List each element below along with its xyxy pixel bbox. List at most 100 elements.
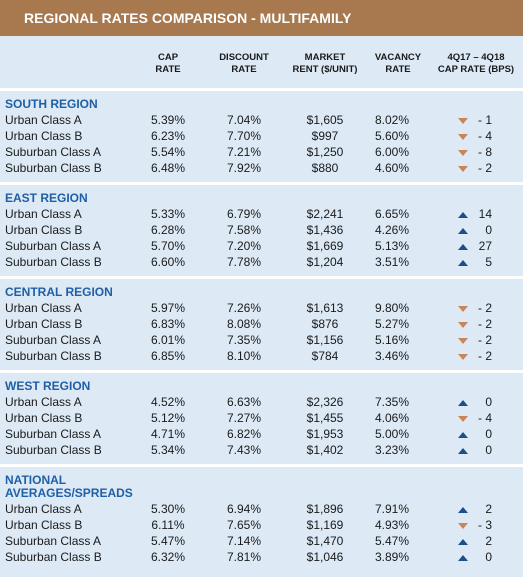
cell: 6.01% <box>150 333 186 347</box>
arrow-up <box>458 539 468 545</box>
cell: 3.89% <box>374 550 410 564</box>
cell: 5.47% <box>150 534 186 548</box>
cell: 5.47% <box>374 534 410 548</box>
cell: $2,241 <box>306 207 344 221</box>
row-label: Urban Class A <box>5 395 82 409</box>
cell: 7.26% <box>226 301 262 315</box>
row-label: Suburban Class A <box>5 534 102 548</box>
cell: 5.97% <box>150 301 186 315</box>
arrow-shape <box>458 338 468 344</box>
cell: $1,156 <box>306 333 344 347</box>
cell: 5.00% <box>374 427 410 441</box>
cell: 4.60% <box>374 161 410 175</box>
cell: 6.32% <box>150 550 186 564</box>
cell: $1,436 <box>306 223 344 237</box>
cell: 5.12% <box>150 411 186 425</box>
cell: 7.35% <box>226 333 262 347</box>
row-label: Suburban Class A <box>5 145 102 159</box>
cap-rate-change: 2 <box>485 534 492 548</box>
cell: $1,613 <box>306 301 344 315</box>
section-header: NATIONAL AVERAGES/SPREADS <box>5 473 133 500</box>
section-header: WEST REGION <box>5 379 91 393</box>
row-label: Suburban Class B <box>5 349 102 363</box>
arrow-shape <box>458 228 468 234</box>
cell: 5.13% <box>374 239 410 253</box>
cell: 5.39% <box>150 113 186 127</box>
cell: $880 <box>311 161 339 175</box>
cell: 7.81% <box>226 550 262 564</box>
cell: 4.93% <box>374 518 410 532</box>
arrow-up <box>458 244 468 250</box>
cap-rate-change: 0 <box>485 223 492 237</box>
cap-rate-change: - 8 <box>477 145 492 159</box>
arrow-up <box>458 400 468 406</box>
arrow-shape <box>458 306 468 312</box>
separator <box>0 370 523 373</box>
cell: 5.27% <box>374 317 410 331</box>
cell: $997 <box>311 129 339 143</box>
arrow-shape <box>458 134 468 140</box>
arrow-down <box>458 306 468 312</box>
cell: $2,326 <box>306 395 344 409</box>
row-label: Urban Class B <box>5 129 83 143</box>
cell: 5.16% <box>374 333 410 347</box>
cap-rate-change: - 4 <box>477 129 492 143</box>
cell: 6.94% <box>226 502 262 516</box>
cell: 7.21% <box>226 145 262 159</box>
cell: 6.11% <box>151 518 185 532</box>
separator <box>0 182 523 185</box>
cell: 4.26% <box>374 223 410 237</box>
cell: 7.65% <box>226 518 262 532</box>
arrow-down <box>458 322 468 328</box>
arrow-up <box>458 212 468 218</box>
arrow-shape <box>458 166 468 172</box>
row-label: Urban Class B <box>5 317 83 331</box>
arrow-shape <box>458 118 468 124</box>
cell: 6.63% <box>226 395 262 409</box>
column-header: MARKET RENT ($/UNIT) <box>292 52 358 75</box>
arrow-shape <box>458 354 468 360</box>
arrow-down <box>458 134 468 140</box>
cap-rate-change: 5 <box>485 255 492 269</box>
arrow-shape <box>458 244 468 250</box>
cell: $1,455 <box>306 411 344 425</box>
arrow-shape <box>458 150 468 156</box>
column-header: VACANCY RATE <box>374 52 422 75</box>
cell: 8.10% <box>226 349 262 363</box>
arrow-up <box>458 448 468 454</box>
cell: $784 <box>311 349 339 363</box>
arrow-down <box>458 354 468 360</box>
title-bar <box>0 0 523 36</box>
arrow-down <box>458 416 468 422</box>
cap-rate-change: - 2 <box>477 349 492 363</box>
cell: 7.35% <box>374 395 410 409</box>
row-label: Suburban Class B <box>5 550 102 564</box>
arrow-up <box>458 260 468 266</box>
arrow-up <box>458 507 468 513</box>
cell: 7.58% <box>226 223 262 237</box>
column-header: CAP RATE <box>155 52 181 75</box>
row-label: Suburban Class B <box>5 161 102 175</box>
arrow-down <box>458 150 468 156</box>
cell: $1,046 <box>306 550 344 564</box>
cell: 3.23% <box>374 443 410 457</box>
cell: 7.14% <box>226 534 262 548</box>
arrow-shape <box>458 539 468 545</box>
cell: 6.23% <box>150 129 186 143</box>
cell: 4.06% <box>374 411 410 425</box>
row-label: Urban Class A <box>5 502 82 516</box>
section-header: EAST REGION <box>5 191 88 205</box>
cell: 9.80% <box>374 301 410 315</box>
row-label: Urban Class A <box>5 301 82 315</box>
row-label: Suburban Class B <box>5 255 102 269</box>
cell: 8.02% <box>374 113 410 127</box>
cell: 7.78% <box>226 255 262 269</box>
arrow-shape <box>458 260 468 266</box>
cell: $1,953 <box>306 427 344 441</box>
cap-rate-change: - 2 <box>477 161 492 175</box>
arrow-shape <box>458 400 468 406</box>
cap-rate-change: 27 <box>478 239 492 253</box>
column-header: 4Q17 – 4Q18 CAP RATE (BPS) <box>437 52 515 75</box>
column-header: DISCOUNT RATE <box>219 52 269 75</box>
cell: $1,896 <box>306 502 344 516</box>
